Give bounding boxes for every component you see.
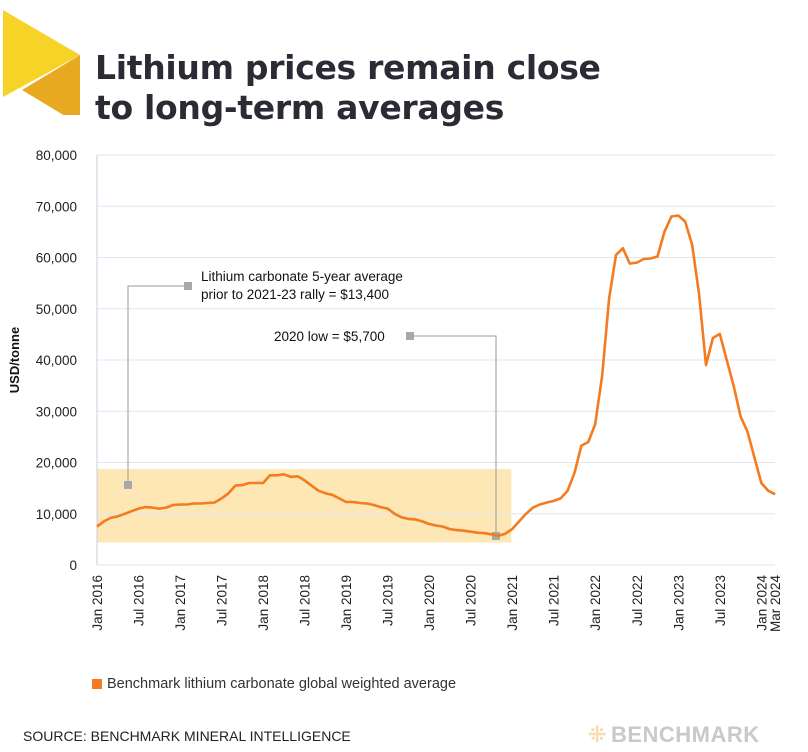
y-tick-label: 20,000 xyxy=(36,456,77,471)
series-line-lithium-carbonate xyxy=(96,214,776,538)
annotation-connector-1 xyxy=(127,285,188,485)
y-axis-label: USD/tonne xyxy=(7,327,22,393)
x-tick-label: Jan 2024 xyxy=(754,575,769,631)
y-tick-label: 0 xyxy=(69,558,77,573)
annotation-2020-low: 2020 low = $5,700 xyxy=(274,329,385,344)
annotation-average-line2: prior to 2021-23 rally = $13,400 xyxy=(201,287,389,302)
y-tick-label: 10,000 xyxy=(36,507,77,522)
y-tick-label: 30,000 xyxy=(36,404,77,419)
annotation-average-line1: Lithium carbonate 5-year average xyxy=(201,269,403,284)
benchmark-logo-icon: ⁜ xyxy=(588,722,607,747)
legend-swatch xyxy=(92,679,102,689)
x-tick-label: Jul 2018 xyxy=(298,575,313,626)
source-note: SOURCE: BENCHMARK MINERAL INTELLIGENCE xyxy=(23,728,351,744)
x-tick-label: Mar 2024 xyxy=(768,575,783,633)
legend: Benchmark lithium carbonate global weigh… xyxy=(92,676,456,692)
chart-title: Lithium prices remain close to long-term… xyxy=(95,48,601,128)
x-tick-label: Jul 2022 xyxy=(630,575,645,626)
x-tick-label: Jan 2016 xyxy=(90,575,105,631)
brand-logo-icon xyxy=(3,10,80,115)
x-tick-label: Jul 2021 xyxy=(547,575,562,626)
x-tick-label: Jan 2018 xyxy=(256,575,271,631)
x-tick-label: Jan 2020 xyxy=(422,575,437,631)
annotation-marker xyxy=(406,332,414,340)
annotation-marker xyxy=(124,481,132,489)
brand-footer: ⁜ BENCHMARK xyxy=(588,722,760,748)
title-line-2: to long-term averages xyxy=(95,88,505,127)
x-tick-label: Jul 2019 xyxy=(381,575,396,626)
line-chart: 0 10,000 20,000 30,000 40,000 50,000 60,000 70,… xyxy=(7,148,783,633)
y-tick-label: 50,000 xyxy=(36,302,77,317)
y-tick-label: 40,000 xyxy=(36,353,77,368)
x-tick-label: Jul 2023 xyxy=(713,575,728,626)
annotation-marker xyxy=(184,282,192,290)
x-tick-label: Jan 2023 xyxy=(671,575,686,631)
brand-name: BENCHMARK xyxy=(610,722,760,747)
x-tick-label: Jul 2017 xyxy=(215,575,230,626)
x-tick-label: Jan 2022 xyxy=(588,575,603,631)
x-tick-label: Jul 2016 xyxy=(132,575,147,626)
x-tick-label: Jan 2017 xyxy=(173,575,188,631)
y-tick-label: 80,000 xyxy=(36,148,77,163)
annotation-connector-2 xyxy=(410,335,497,536)
x-tick-label: Jan 2021 xyxy=(505,575,520,631)
y-tick-label: 60,000 xyxy=(36,251,77,266)
legend-label: Benchmark lithium carbonate global weigh… xyxy=(107,676,457,692)
title-line-1: Lithium prices remain close xyxy=(95,48,601,87)
y-tick-label: 70,000 xyxy=(36,199,77,214)
x-tick-label: Jan 2019 xyxy=(339,575,354,631)
annotations: Lithium carbonate 5-year average prior t… xyxy=(124,269,500,540)
x-tick-label: Jul 2020 xyxy=(464,575,479,626)
